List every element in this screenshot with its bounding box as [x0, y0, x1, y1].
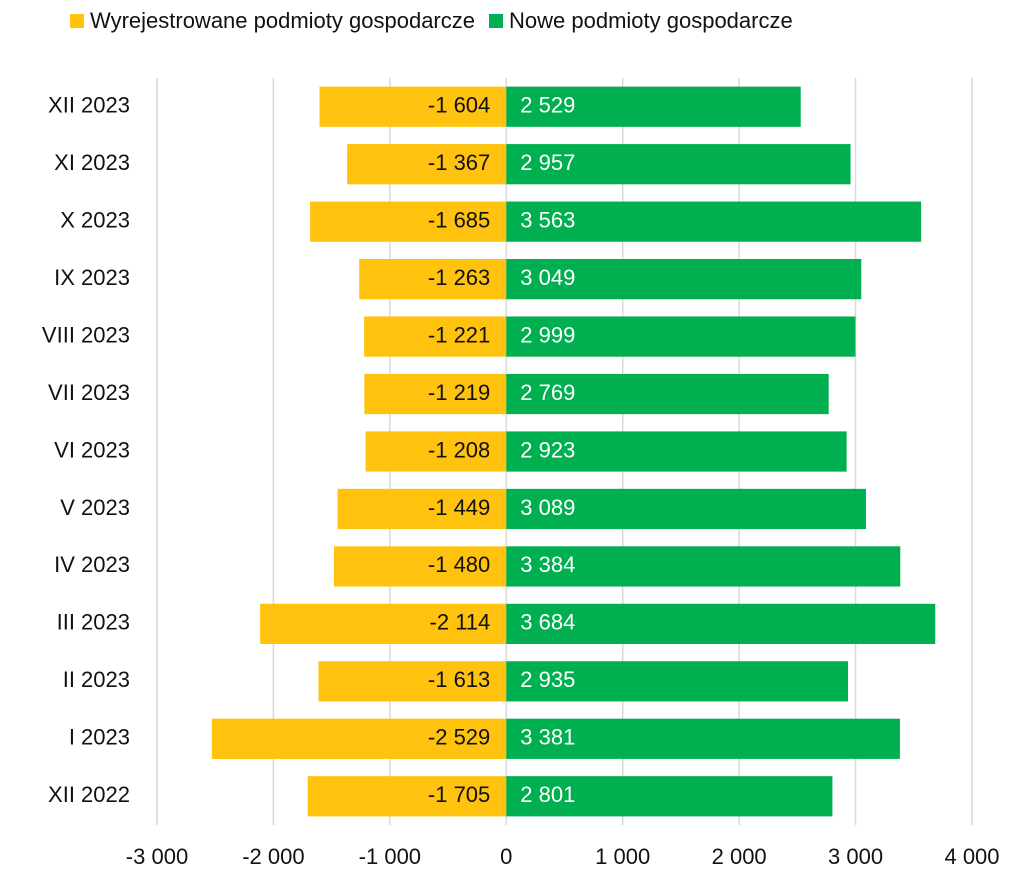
data-label: -1 219: [428, 380, 490, 405]
bar: [337, 488, 507, 530]
bar: [359, 259, 507, 300]
data-label: 3 089: [520, 495, 575, 520]
data-label: 3 563: [520, 207, 575, 232]
x-tick-label: -1 000: [359, 844, 421, 869]
bar: [211, 718, 507, 759]
bar: [506, 373, 829, 415]
bar: [364, 373, 507, 415]
data-label: -2 114: [430, 610, 491, 635]
bar: [506, 776, 833, 817]
bar: [260, 603, 507, 644]
data-label: 2 935: [520, 667, 575, 692]
data-label: 3 381: [520, 725, 575, 750]
data-label: -1 613: [428, 667, 490, 692]
bar: [307, 776, 507, 817]
data-label: 2 999: [520, 322, 575, 347]
data-label: 2 801: [520, 782, 575, 807]
bar: [506, 259, 862, 300]
data-label: -2 529: [428, 725, 490, 750]
data-label: 3 684: [520, 610, 575, 635]
y-tick-label: XII 2023: [48, 93, 130, 118]
data-label: 2 923: [520, 437, 575, 462]
data-label: 2 769: [520, 380, 575, 405]
bar: [506, 718, 900, 759]
data-label: -1 449: [428, 495, 490, 520]
y-tick-label: X 2023: [60, 207, 130, 232]
x-tick-label: 0: [500, 844, 512, 869]
x-tick-label: 1 000: [595, 844, 650, 869]
data-label: -1 705: [428, 782, 490, 807]
data-label: -1 221: [428, 322, 490, 347]
legend-label: Nowe podmioty gospodarcze: [509, 8, 793, 33]
bar: [506, 201, 922, 242]
y-tick-label: VIII 2023: [42, 322, 130, 347]
data-label: -1 263: [428, 265, 490, 290]
legend-label: Wyrejestrowane podmioty gospodarcze: [90, 8, 475, 33]
bar: [506, 546, 901, 587]
data-label: -1 480: [428, 552, 490, 577]
bar: [506, 488, 866, 530]
x-tick-label: -2 000: [242, 844, 304, 869]
bar: [310, 201, 507, 242]
bar: [318, 661, 507, 702]
x-tick-label: 4 000: [944, 844, 999, 869]
y-tick-label: XI 2023: [54, 150, 130, 175]
data-label: -1 208: [428, 437, 490, 462]
y-tick-label: VI 2023: [54, 437, 130, 462]
bar: [506, 316, 856, 357]
data-label: -1 604: [428, 93, 490, 118]
bar: [319, 86, 507, 127]
bar: [347, 144, 507, 185]
y-tick-label: XII 2022: [48, 782, 130, 807]
bar: [506, 144, 851, 185]
y-tick-label: II 2023: [63, 667, 130, 692]
legend-swatch: [70, 14, 84, 28]
bar: [506, 661, 849, 702]
y-tick-label: IV 2023: [54, 552, 130, 577]
y-tick-label: III 2023: [57, 610, 130, 635]
data-label: 3 049: [520, 265, 575, 290]
data-label: 3 384: [520, 552, 575, 577]
y-tick-label: VII 2023: [48, 380, 130, 405]
bar: [333, 546, 507, 587]
legend-swatch: [489, 14, 503, 28]
data-label: 2 529: [520, 93, 575, 118]
data-label: -1 367: [428, 150, 490, 175]
bar: [506, 431, 847, 472]
y-tick-label: I 2023: [69, 725, 130, 750]
bar: [364, 316, 507, 357]
y-tick-label: V 2023: [60, 495, 130, 520]
y-tick-label: IX 2023: [54, 265, 130, 290]
x-tick-label: 3 000: [828, 844, 883, 869]
bar: [506, 86, 801, 127]
data-label: 2 957: [520, 150, 575, 175]
data-label: -1 685: [428, 207, 490, 232]
x-tick-label: 2 000: [712, 844, 767, 869]
bar: [365, 431, 507, 472]
bar: [506, 603, 936, 644]
x-tick-label: -3 000: [126, 844, 188, 869]
